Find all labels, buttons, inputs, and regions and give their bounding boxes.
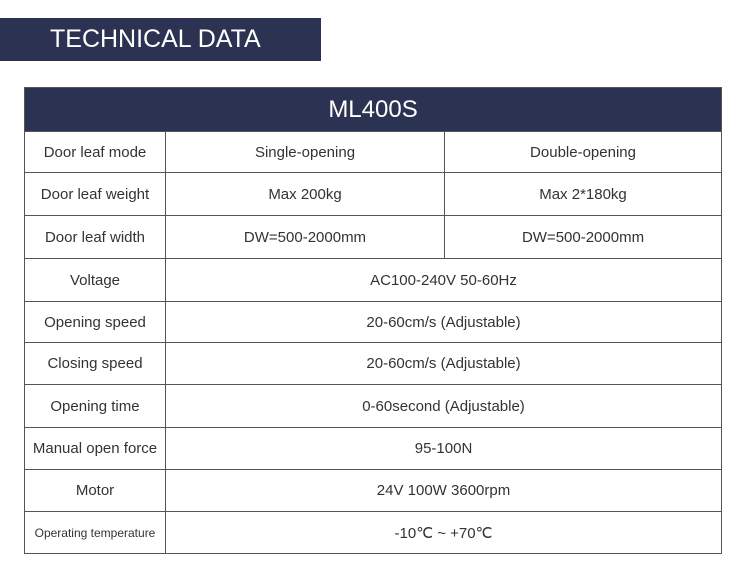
row-label: Opening time (24, 384, 166, 428)
row-label: Motor (24, 469, 166, 512)
row-value: Max 2*180kg (443, 172, 723, 216)
row-value: Max 200kg (165, 172, 445, 216)
row-value: 24V 100W 3600rpm (164, 469, 723, 512)
section-title: TECHNICAL DATA (0, 18, 321, 61)
table-row: Motor 24V 100W 3600rpm (24, 469, 723, 512)
table-row: Door leaf weight Max 200kg Max 2*180kg (24, 172, 723, 216)
row-label: Manual open force (24, 427, 166, 470)
row-label: Door leaf mode (24, 131, 166, 173)
row-value: DW=500-2000mm (443, 215, 723, 259)
table-row: Manual open force 95-100N (24, 427, 723, 470)
row-label: Door leaf weight (24, 172, 166, 216)
table-row: Operating temperature -10℃ ~ +70℃ (24, 511, 723, 554)
row-value: AC100-240V 50-60Hz (164, 258, 723, 302)
row-value: 20-60cm/s (Adjustable) (164, 301, 723, 343)
row-value: 0-60second (Adjustable) (164, 384, 723, 428)
row-value: Double-opening (443, 131, 723, 173)
row-value: Single-opening (165, 131, 445, 173)
table-row: Opening time 0-60second (Adjustable) (24, 384, 723, 428)
table-row: Door leaf mode Single-opening Double-openi… (24, 131, 723, 173)
row-label: Operating temperature (24, 511, 166, 554)
table-row: Closing speed 20-60cm/s (Adjustable) (24, 342, 723, 385)
row-label: Voltage (24, 258, 166, 302)
table-row: Door leaf width DW=500-2000mm DW=500-2000m… (24, 215, 723, 259)
row-label: Door leaf width (24, 215, 166, 259)
row-label: Opening speed (24, 301, 166, 343)
row-value: 95-100N (164, 427, 723, 470)
table-row: Voltage AC100-240V 50-60Hz (24, 258, 723, 302)
row-value: DW=500-2000mm (165, 215, 445, 259)
table-row: Opening speed 20-60cm/s (Adjustable) (24, 301, 723, 343)
row-label: Closing speed (24, 342, 166, 385)
spec-table: ML400S Door leaf mode Single-opening Double… (23, 87, 723, 554)
row-value: -10℃ ~ +70℃ (164, 511, 723, 554)
table-title: ML400S (23, 87, 723, 132)
row-value: 20-60cm/s (Adjustable) (164, 342, 723, 385)
